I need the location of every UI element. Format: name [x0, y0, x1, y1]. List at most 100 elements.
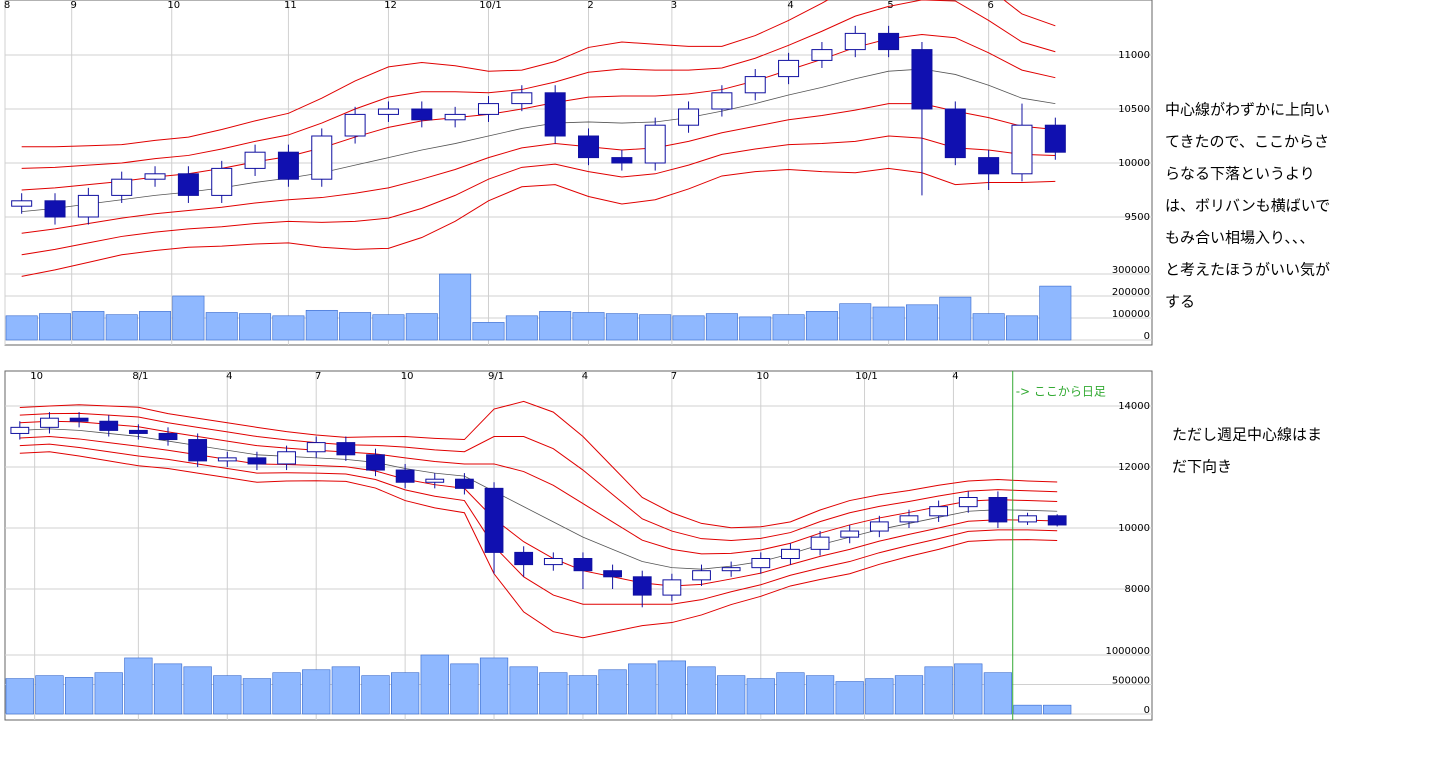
x-tick-label: 10/1 — [479, 0, 501, 11]
note-text: ただし週足中心線はま — [1172, 426, 1322, 444]
volume-bar — [598, 669, 627, 715]
x-tick-label: 9/1 — [488, 371, 504, 382]
volume-bar — [954, 663, 983, 715]
volume-bar — [839, 303, 872, 341]
volume-bar — [64, 677, 94, 715]
candle-body — [211, 167, 233, 196]
volume-bar — [1039, 285, 1072, 341]
volume-bar — [639, 314, 672, 341]
volume-bar — [687, 666, 716, 715]
volume-bar — [605, 313, 638, 341]
note-text: 中心線がわずかに上向い — [1165, 101, 1330, 119]
volume-bar — [272, 315, 305, 341]
volume-bar — [339, 312, 372, 341]
volume-bar — [1013, 704, 1042, 715]
volume-bar — [505, 315, 538, 341]
candle-body — [1018, 515, 1037, 523]
x-tick-label: 11 — [284, 0, 297, 11]
candle-body — [277, 451, 296, 465]
candle-body — [662, 579, 682, 596]
layer: 8 9 10 11 12 10/1 2 3 4 5 695001000010500110000100… — [4, 0, 1330, 720]
volume-bar — [983, 672, 1013, 715]
bollinger-band — [21, 135, 1056, 256]
candle-body — [721, 567, 741, 572]
candle-body — [543, 558, 563, 566]
candle-body — [744, 76, 766, 94]
candle-body — [1044, 124, 1066, 153]
candle-body — [988, 497, 1008, 523]
y-tick-label: 0 — [1144, 331, 1150, 342]
volume-bar — [539, 672, 568, 715]
panel-frame — [4, 370, 1153, 721]
note-text: らなる下落というより — [1165, 165, 1315, 183]
candle-body — [217, 457, 237, 462]
candle-body — [692, 570, 711, 581]
candle-body — [603, 570, 622, 578]
candle-body — [678, 108, 700, 126]
volume-bar — [242, 678, 272, 715]
volume-bar — [124, 657, 153, 715]
candle-body — [899, 515, 919, 523]
candle-body — [778, 59, 800, 78]
candle-body — [411, 108, 433, 121]
volume-bar — [272, 672, 301, 715]
candle-body — [544, 92, 566, 137]
volume-bar — [572, 312, 605, 341]
volume-bar — [39, 313, 71, 341]
candle-body — [244, 151, 266, 169]
candle-body — [878, 32, 900, 51]
candle-body — [844, 32, 866, 51]
bollinger-band — [19, 400, 1058, 529]
note-text: もみ合い相場入り、、、 — [1165, 229, 1314, 247]
candle-body — [188, 439, 208, 462]
volume-bar — [568, 675, 598, 715]
volume-bar — [420, 654, 449, 715]
candle-body — [810, 536, 830, 550]
x-tick-label: 10 — [756, 371, 769, 382]
y-tick-label: 1000000 — [1105, 646, 1150, 657]
candle-body — [306, 442, 326, 453]
x-tick-label: 4 — [952, 371, 958, 382]
candle-body — [377, 108, 399, 115]
volume-bar — [717, 675, 746, 715]
volume-bar — [472, 322, 505, 341]
volume-bar — [939, 296, 972, 341]
volume-bar — [213, 675, 242, 715]
volume-bar — [183, 666, 212, 715]
volume-bar — [239, 313, 272, 341]
candle-body — [144, 173, 166, 180]
volume-bar — [657, 660, 686, 715]
candle-body — [1047, 515, 1067, 526]
volume-bar — [905, 304, 938, 341]
candle-body — [514, 551, 534, 566]
candle-body — [128, 429, 148, 434]
bollinger-band — [19, 443, 1058, 605]
volume-bar — [872, 306, 905, 341]
x-tick-label: 10 — [401, 371, 414, 382]
bollinger-band — [19, 451, 1058, 639]
y-tick-label: 300000 — [1112, 265, 1150, 276]
volume-bar — [391, 672, 420, 715]
candle-body — [484, 487, 504, 553]
volume-bar — [302, 669, 331, 715]
candle-body — [158, 432, 178, 441]
x-tick-label: 10/1 — [855, 371, 877, 382]
volume-bar — [805, 311, 838, 341]
x-tick-label: 9 — [71, 0, 77, 11]
candle-body — [781, 548, 800, 559]
note-text: だ下向き — [1172, 458, 1232, 476]
volume-bar — [105, 314, 138, 341]
volume-bar — [305, 309, 338, 341]
volume-bar — [739, 316, 772, 341]
candle-body — [632, 576, 652, 596]
bollinger-band — [19, 420, 1058, 555]
x-tick-label: 12 — [384, 0, 397, 11]
y-tick-label: 10000 — [1118, 158, 1150, 169]
candle-body — [444, 113, 466, 121]
candle-body — [99, 420, 119, 431]
y-tick-label: 100000 — [1112, 309, 1150, 320]
candle-body — [811, 49, 833, 61]
bollinger-band — [21, 103, 1056, 234]
candle-body — [69, 417, 89, 422]
candle-body — [425, 478, 445, 483]
